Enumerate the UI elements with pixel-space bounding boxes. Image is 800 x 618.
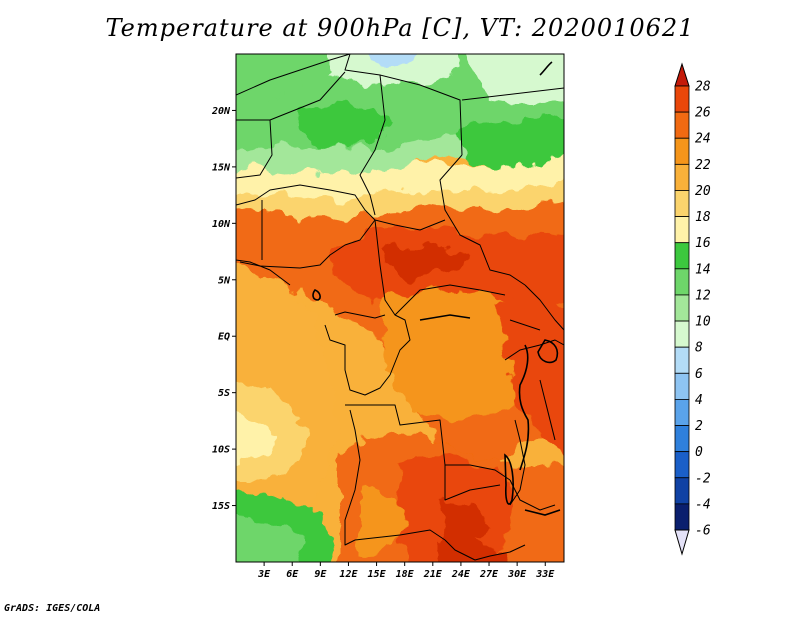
lon-tick-label: 9E — [314, 569, 327, 580]
latitude-axis: 20N 15N 10N 5N EQ 5S 10S 15S — [211, 106, 236, 512]
colorbar-swatch — [674, 346, 690, 374]
colorbar-level-label: -2 — [695, 471, 711, 486]
colorbar-level-label: -6 — [695, 524, 711, 539]
colorbar-level-label: 28 — [695, 80, 711, 95]
lon-tick-label: 21E — [423, 569, 443, 580]
colorbar-swatch — [674, 503, 690, 531]
lat-tick-label: 20N — [211, 106, 231, 117]
colorbar-swatch — [674, 320, 690, 348]
lat-tick-label: 5S — [218, 388, 230, 399]
colorbar-level-label: 12 — [695, 288, 711, 303]
colorbar-swatch — [674, 216, 690, 244]
grads-credit: GrADS: IGES/COLA — [4, 603, 101, 614]
temperature-field — [236, 54, 564, 562]
country-borders — [236, 54, 564, 561]
lon-tick-label: 15E — [368, 569, 387, 580]
lon-tick-label: 6E — [286, 569, 299, 580]
colorbar-swatch — [674, 111, 690, 139]
colorbar-level-label: 8 — [695, 341, 703, 356]
lat-tick-label: 5N — [218, 275, 231, 286]
colorbar-swatch — [674, 477, 690, 505]
water-bodies — [312, 61, 561, 516]
colorbar-level-label: 22 — [695, 158, 711, 173]
colorbar-swatch — [674, 268, 690, 296]
lat-tick-label: 15N — [212, 162, 231, 173]
colorbar-swatch — [674, 242, 690, 270]
colorbar-swatch — [674, 425, 690, 453]
colorbar-swatch — [674, 137, 690, 165]
colorbar-swatch — [674, 85, 690, 113]
lon-tick-label: 24E — [451, 569, 471, 580]
lon-tick-label: 18E — [396, 569, 415, 580]
colorbar-level-label: 16 — [695, 236, 711, 251]
colorbar-level-label: 10 — [695, 315, 711, 330]
map-title: Temperature at 900hPa [C], VT: 202001062… — [105, 14, 695, 42]
colorbar-level-label: 6 — [695, 367, 703, 382]
colorbar-swatch — [674, 163, 690, 191]
colorbar-swatch — [674, 451, 690, 479]
colorbar-level-label: 26 — [695, 106, 711, 121]
colorbar-level-label: 18 — [695, 210, 711, 225]
map-frame — [235, 53, 565, 563]
colorbar-top-arrow — [674, 62, 690, 87]
lon-tick-label: 27E — [479, 569, 499, 580]
lat-tick-label: 10N — [212, 219, 231, 230]
colorbar-level-label: -4 — [695, 497, 711, 512]
colorbar-level-label: 14 — [695, 262, 711, 277]
colorbar-level-label: 20 — [695, 184, 711, 199]
longitude-axis: 3E 6E 9E 12E 15E 18E 21E 24E 27E 30E 33E — [257, 562, 555, 580]
lon-tick-label: 12E — [339, 569, 358, 580]
colorbar-swatch — [674, 190, 690, 217]
lon-tick-label: 33E — [535, 569, 555, 580]
colorbar-swatch — [674, 372, 690, 400]
colorbar-level-label: 0 — [695, 445, 703, 460]
lat-tick-label: 10S — [212, 445, 230, 456]
colorbar-bottom-arrow — [674, 529, 690, 556]
colorbar-level-label: 24 — [695, 132, 711, 147]
colorbar-swatch — [674, 399, 690, 426]
colorbar-level-label: 2 — [695, 419, 703, 434]
lat-tick-label: EQ — [218, 332, 230, 343]
colorbar-swatch — [674, 294, 690, 322]
lat-tick-label: 15S — [212, 501, 230, 512]
colorbar-level-label: 4 — [695, 393, 703, 408]
lon-tick-label: 30E — [507, 569, 527, 580]
lon-tick-label: 3E — [257, 569, 271, 580]
